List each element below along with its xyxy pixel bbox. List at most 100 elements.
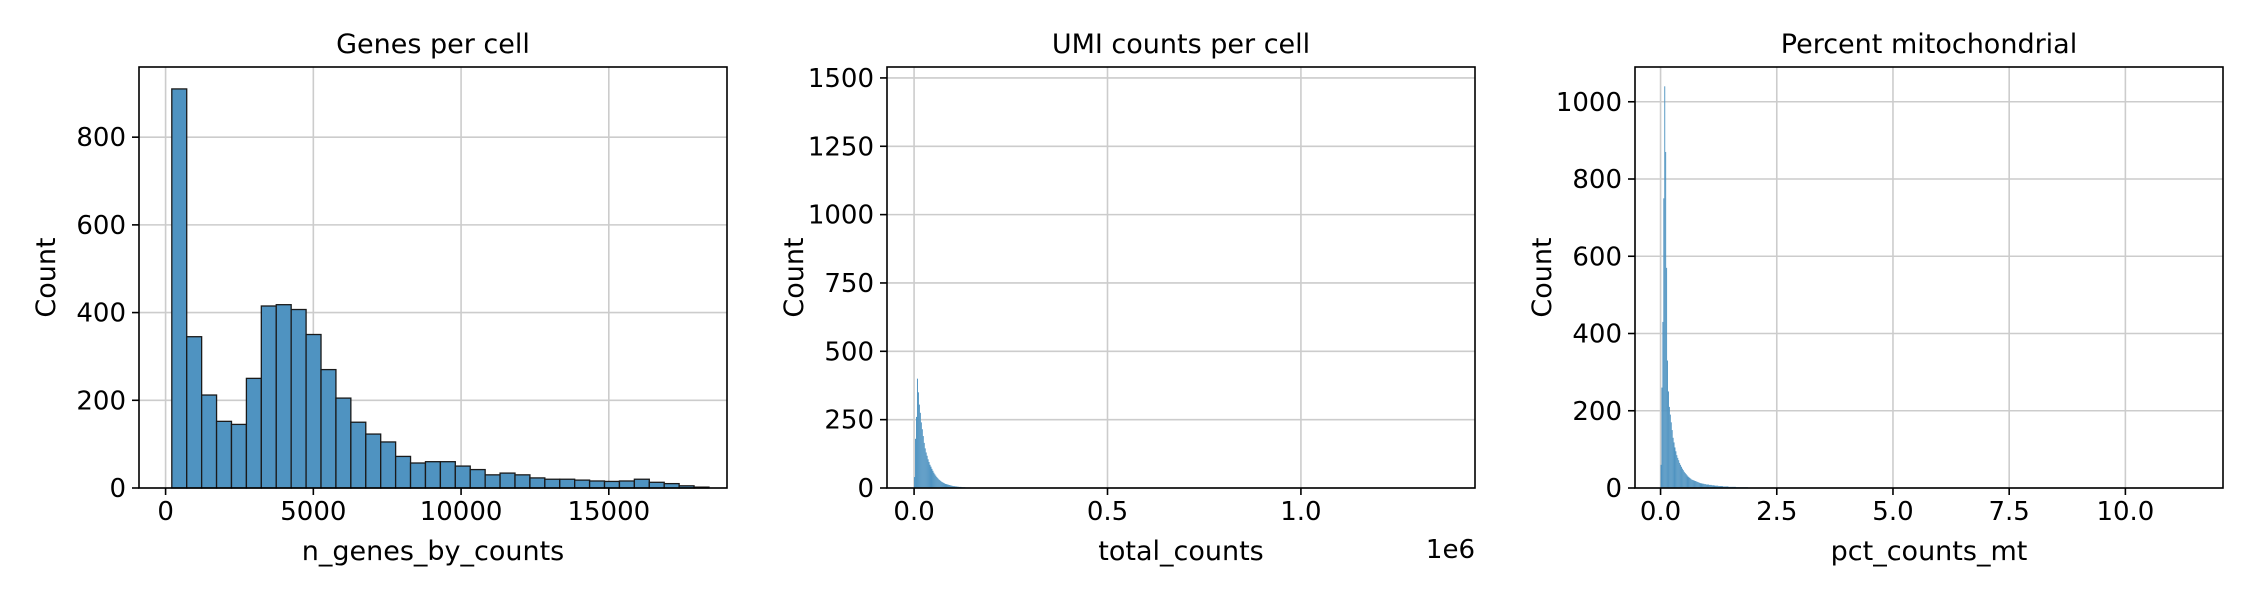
mito-x-axis-label: pct_counts_mt xyxy=(1831,536,2028,567)
genes-bar xyxy=(619,481,634,488)
umi-x-axis-label: total_counts xyxy=(1098,536,1263,567)
mito-x-tick-label: 10.0 xyxy=(2096,497,2154,527)
umi-bar xyxy=(922,429,923,488)
genes-bar xyxy=(321,370,336,488)
mito-bar xyxy=(1695,481,1696,488)
mito-chart-title: Percent mitochondrial xyxy=(1781,29,2077,60)
mito-bar xyxy=(1667,361,1668,488)
genes-bar xyxy=(440,462,455,488)
umi-bar xyxy=(920,413,921,488)
genes-bar xyxy=(261,306,276,488)
umi-bar xyxy=(935,476,936,488)
mito-y-tick-label: 0 xyxy=(1605,474,1622,504)
umi-bar xyxy=(932,471,933,488)
umi-bar xyxy=(931,469,932,488)
genes-bar xyxy=(351,422,366,488)
umi-bar xyxy=(939,480,940,488)
genes-bar xyxy=(500,473,515,488)
umi-x-tick-label: 1.0 xyxy=(1280,497,1321,527)
mito-bar xyxy=(1676,455,1677,488)
genes-x-axis-label: n_genes_by_counts xyxy=(302,536,565,567)
genes-bar xyxy=(336,398,351,488)
umi-bar xyxy=(940,481,941,488)
mito-bar xyxy=(1681,467,1682,488)
genes-bar xyxy=(530,478,545,488)
umi-y-tick-label: 1500 xyxy=(808,64,874,94)
umi-chart-title: UMI counts per cell xyxy=(1052,29,1310,60)
umi-bar xyxy=(941,482,942,488)
genes-bar xyxy=(590,481,605,488)
mito-bar xyxy=(1678,460,1679,488)
umi-bar xyxy=(942,482,943,488)
genes-bar xyxy=(202,395,217,488)
genes-bar xyxy=(231,424,246,488)
umi-bar xyxy=(928,459,929,488)
umi-bar xyxy=(914,477,915,488)
mito-bar xyxy=(1670,415,1671,488)
mito-y-axis-label: Count xyxy=(1527,237,1558,317)
umi-bar xyxy=(934,474,935,488)
genes-y-tick-label: 800 xyxy=(76,123,126,153)
genes-bar xyxy=(455,466,470,488)
mito-y-tick-label: 800 xyxy=(1572,165,1622,195)
genes-chart-title: Genes per cell xyxy=(336,29,530,60)
genes-bar xyxy=(605,481,620,488)
mito-bar xyxy=(1666,268,1667,488)
mito-bar xyxy=(1688,476,1689,488)
mito-bar xyxy=(1668,391,1669,488)
genes-bar xyxy=(425,462,440,488)
mito-y-tick-label: 400 xyxy=(1572,320,1622,350)
genes-bar xyxy=(276,305,291,488)
mito-bar xyxy=(1672,430,1673,488)
mito-x-tick-label: 0.0 xyxy=(1640,497,1681,527)
mito-bar xyxy=(1690,479,1691,488)
mito-bar xyxy=(1671,422,1672,488)
genes-y-axis-label: Count xyxy=(31,237,62,317)
umi-y-axis-label: Count xyxy=(779,237,810,317)
umi-bar xyxy=(917,379,918,488)
umi-bar xyxy=(916,417,917,488)
mito-bar xyxy=(1673,438,1674,488)
genes-bar xyxy=(634,479,649,488)
genes-bar xyxy=(470,470,485,488)
genes-x-tick-label: 15000 xyxy=(567,497,650,527)
mito-bar xyxy=(1663,198,1664,488)
umi-bar xyxy=(918,392,919,488)
genes-bar xyxy=(306,335,321,488)
umi-bar xyxy=(933,473,934,488)
umi-bar xyxy=(936,477,937,488)
umi-bar xyxy=(930,465,931,488)
umi-bar xyxy=(924,443,925,488)
umi-y-tick-label: 750 xyxy=(824,269,874,299)
umi-y-tick-label: 500 xyxy=(824,337,874,367)
mito-bar xyxy=(1675,451,1676,488)
umi-bar xyxy=(927,456,928,488)
mito-x-tick-label: 7.5 xyxy=(1989,497,2030,527)
genes-bar xyxy=(246,378,261,488)
mito-bar xyxy=(1699,483,1700,488)
mito-bar xyxy=(1685,473,1686,488)
genes-bar xyxy=(560,479,575,488)
umi-bar xyxy=(937,478,938,488)
genes-y-tick-label: 600 xyxy=(76,211,126,241)
genes-bar xyxy=(485,475,500,488)
mito-bar xyxy=(1661,465,1662,488)
genes-bar xyxy=(545,479,560,488)
mito-bar xyxy=(1680,465,1681,488)
mito-bar xyxy=(1677,458,1678,488)
genes-y-tick-label: 200 xyxy=(76,386,126,416)
mito-bar xyxy=(1693,480,1694,488)
mito-bar xyxy=(1664,86,1665,488)
genes-bar xyxy=(396,456,411,488)
genes-x-tick-label: 10000 xyxy=(420,497,503,527)
mito-bar xyxy=(1675,447,1676,488)
genes-x-tick-label: 0 xyxy=(157,497,174,527)
genes-bar xyxy=(217,421,232,488)
mito-bar xyxy=(1674,442,1675,488)
genes-bar xyxy=(187,337,202,488)
umi-bar xyxy=(929,462,930,488)
umi-y-tick-label: 1250 xyxy=(808,132,874,162)
genes-bar xyxy=(411,463,426,488)
mito-y-tick-label: 200 xyxy=(1572,397,1622,427)
